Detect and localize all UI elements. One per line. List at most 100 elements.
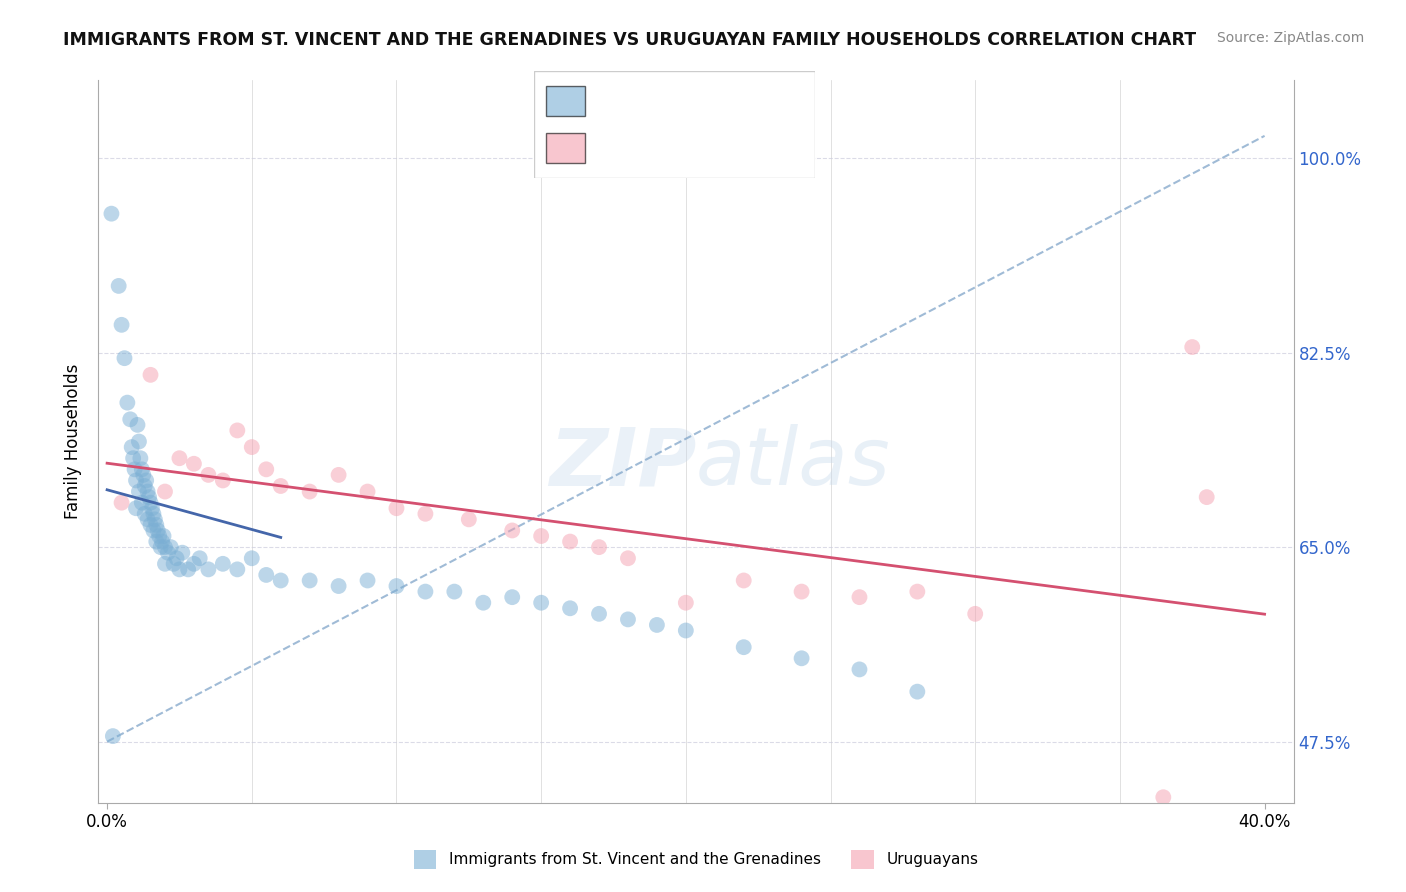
Point — [148, 529, 170, 543]
Point — [101, 729, 124, 743]
Point — [131, 462, 153, 476]
Point — [443, 584, 465, 599]
Point — [156, 546, 179, 560]
Point — [150, 534, 173, 549]
Point — [965, 607, 987, 621]
Point — [166, 551, 188, 566]
Point — [145, 517, 167, 532]
Point — [415, 507, 437, 521]
Point — [558, 601, 581, 615]
Point — [356, 484, 378, 499]
Point — [149, 540, 172, 554]
Point — [617, 551, 640, 566]
Point — [122, 451, 145, 466]
Point — [530, 596, 553, 610]
Y-axis label: Family Households: Family Households — [65, 364, 83, 519]
Point — [457, 512, 479, 526]
Point — [558, 534, 581, 549]
Point — [472, 596, 495, 610]
Point — [135, 474, 157, 488]
Point — [226, 424, 249, 438]
Point — [134, 479, 156, 493]
Point — [530, 529, 553, 543]
Point — [211, 474, 233, 488]
Point — [197, 562, 219, 576]
Point — [141, 501, 163, 516]
Point — [240, 440, 263, 454]
Point — [226, 562, 249, 576]
Point — [298, 484, 321, 499]
FancyBboxPatch shape — [534, 71, 815, 178]
Point — [153, 540, 176, 554]
Text: Source: ZipAtlas.com: Source: ZipAtlas.com — [1216, 31, 1364, 45]
Point — [790, 584, 813, 599]
Point — [905, 684, 928, 698]
Point — [733, 574, 755, 588]
Point — [131, 496, 153, 510]
Point — [153, 484, 176, 499]
FancyBboxPatch shape — [546, 87, 585, 116]
FancyBboxPatch shape — [546, 134, 585, 163]
Point — [142, 507, 165, 521]
Point — [107, 279, 129, 293]
Point — [588, 607, 610, 621]
Point — [136, 512, 159, 526]
Point — [114, 351, 136, 366]
Point — [138, 490, 160, 504]
Point — [197, 467, 219, 482]
Point — [132, 467, 155, 482]
Point — [1181, 340, 1204, 354]
Point — [415, 584, 437, 599]
Point — [169, 451, 191, 466]
Point — [733, 640, 755, 655]
Point — [136, 484, 159, 499]
Point — [645, 618, 668, 632]
Point — [139, 368, 162, 382]
Point — [848, 662, 870, 676]
Text: IMMIGRANTS FROM ST. VINCENT AND THE GRENADINES VS URUGUAYAN FAMILY HOUSEHOLDS CO: IMMIGRANTS FROM ST. VINCENT AND THE GREN… — [63, 31, 1197, 49]
Legend: Immigrants from St. Vincent and the Grenadines, Uruguayans: Immigrants from St. Vincent and the Gren… — [408, 844, 984, 875]
Point — [127, 417, 149, 432]
Point — [270, 574, 292, 588]
Point — [183, 557, 205, 571]
Point — [128, 484, 150, 499]
Point — [1152, 790, 1174, 805]
Point — [617, 612, 640, 626]
Point — [356, 574, 378, 588]
Point — [125, 501, 148, 516]
Text: N = 73: N = 73 — [731, 93, 789, 111]
Point — [120, 412, 142, 426]
Point — [254, 568, 277, 582]
Point — [146, 524, 169, 538]
Text: R = 0.062: R = 0.062 — [596, 93, 679, 111]
Point — [142, 524, 165, 538]
Point — [675, 624, 697, 638]
Point — [152, 529, 174, 543]
Point — [188, 551, 211, 566]
Point — [1195, 490, 1218, 504]
Point — [100, 207, 122, 221]
Point — [124, 462, 146, 476]
Point — [385, 579, 408, 593]
Point — [139, 517, 162, 532]
Point — [172, 546, 194, 560]
Point — [328, 579, 350, 593]
Point — [675, 596, 697, 610]
Point — [588, 540, 610, 554]
Point — [129, 451, 152, 466]
Point — [385, 501, 408, 516]
Point — [153, 557, 176, 571]
Text: ZIP: ZIP — [548, 425, 696, 502]
Point — [110, 496, 132, 510]
Point — [240, 551, 263, 566]
Point — [848, 590, 870, 604]
Point — [139, 496, 162, 510]
Point — [501, 524, 523, 538]
Text: N = 31: N = 31 — [731, 139, 789, 157]
Point — [270, 479, 292, 493]
Point — [110, 318, 132, 332]
Point — [183, 457, 205, 471]
Point — [159, 540, 181, 554]
Point — [328, 467, 350, 482]
Text: atlas: atlas — [696, 425, 891, 502]
